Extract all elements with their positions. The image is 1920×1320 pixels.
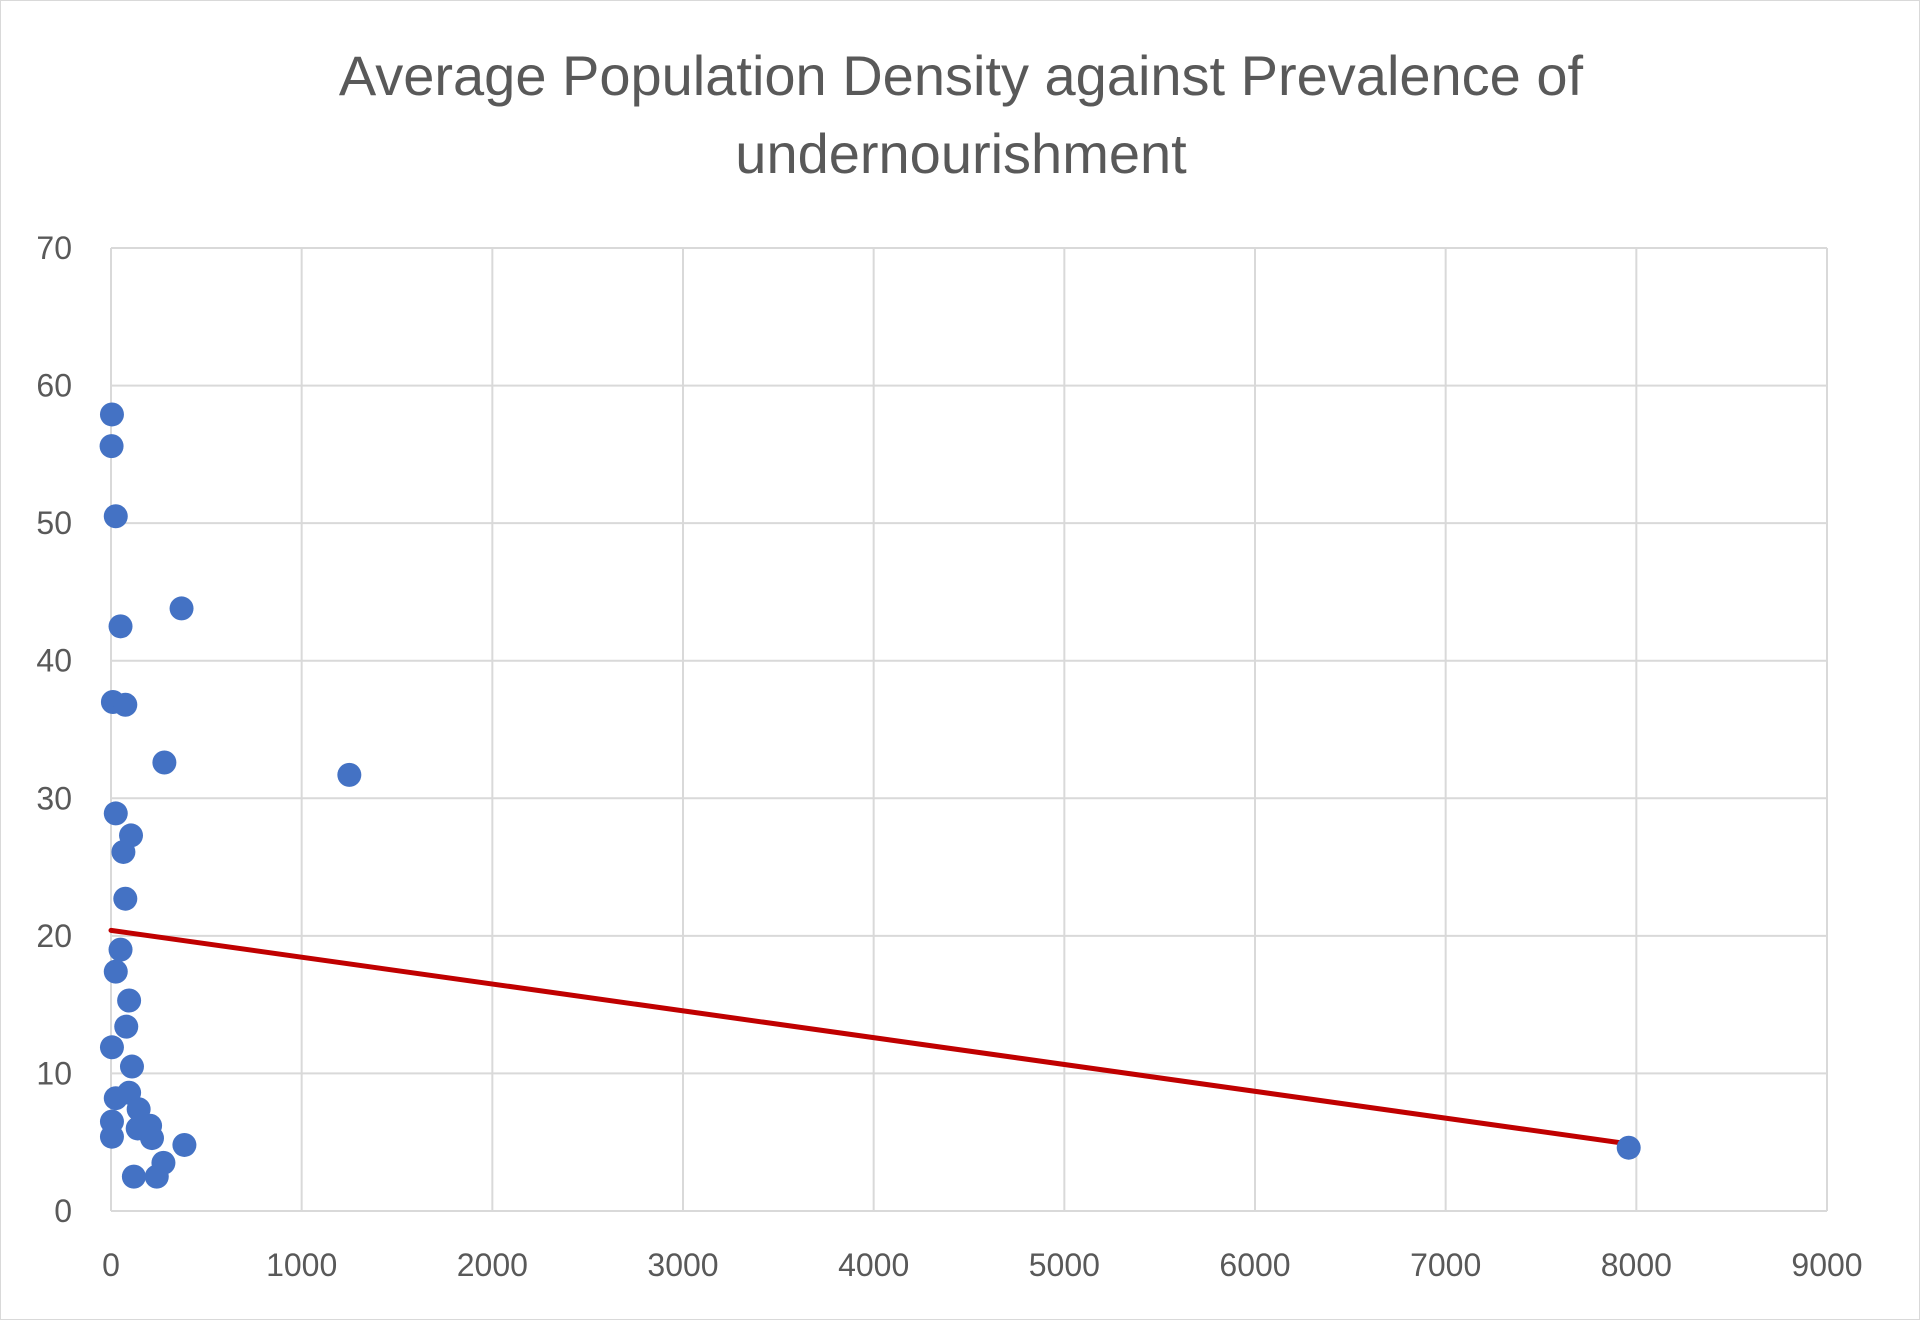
x-tick-label: 3000	[647, 1247, 718, 1283]
data-point	[113, 886, 138, 911]
data-point	[113, 692, 138, 717]
data-point	[121, 1164, 146, 1189]
chart-title-line-1: Average Population Density against Preva…	[338, 44, 1584, 107]
data-point	[117, 988, 142, 1013]
data-point	[337, 762, 362, 787]
data-point	[103, 504, 128, 529]
x-tick-label: 8000	[1601, 1247, 1672, 1283]
data-point	[99, 402, 124, 427]
data-point	[108, 937, 133, 962]
x-tick-label: 1000	[266, 1247, 337, 1283]
data-point	[1616, 1135, 1641, 1160]
trendline-layer	[108, 927, 1639, 1148]
x-tick-label: 0	[102, 1247, 120, 1283]
data-points-layer	[99, 402, 1641, 1189]
y-tick-label: 40	[36, 643, 72, 679]
data-point	[144, 1164, 169, 1189]
y-tick-label: 10	[36, 1055, 72, 1091]
y-tick-label: 50	[36, 505, 72, 541]
data-point	[99, 1035, 124, 1060]
x-axis-tick-labels: 0 1000 2000 3000 4000 5000 6000 7000 8000 9000	[102, 1247, 1862, 1283]
x-tick-label: 9000	[1791, 1247, 1862, 1283]
chart-title-line-2: undernourishment	[735, 122, 1187, 185]
x-tick-label: 7000	[1410, 1247, 1481, 1283]
data-point	[103, 959, 128, 984]
x-tick-label: 5000	[1029, 1247, 1100, 1283]
data-point	[172, 1132, 197, 1157]
data-point	[111, 839, 136, 864]
data-point	[119, 1054, 144, 1079]
x-tick-label: 2000	[457, 1247, 528, 1283]
data-point	[99, 434, 124, 459]
data-point	[152, 750, 177, 775]
data-point	[108, 614, 133, 639]
data-point	[103, 801, 128, 826]
linear-trendline	[108, 927, 1639, 1148]
data-point	[139, 1126, 164, 1151]
data-point	[114, 1014, 139, 1039]
y-tick-label: 70	[36, 230, 72, 266]
data-point	[99, 1124, 124, 1149]
grid-layer	[110, 247, 1828, 1212]
chart-title: Average Population Density against Preva…	[261, 37, 1661, 193]
x-tick-label: 4000	[838, 1247, 909, 1283]
y-tick-label: 0	[54, 1193, 72, 1229]
x-tick-label: 6000	[1219, 1247, 1290, 1283]
y-tick-label: 60	[36, 368, 72, 404]
data-point	[169, 596, 194, 621]
y-axis-tick-labels: 0 10 20 30 40 50 60 70	[36, 230, 72, 1229]
y-tick-label: 20	[36, 918, 72, 954]
y-tick-label: 30	[36, 780, 72, 816]
